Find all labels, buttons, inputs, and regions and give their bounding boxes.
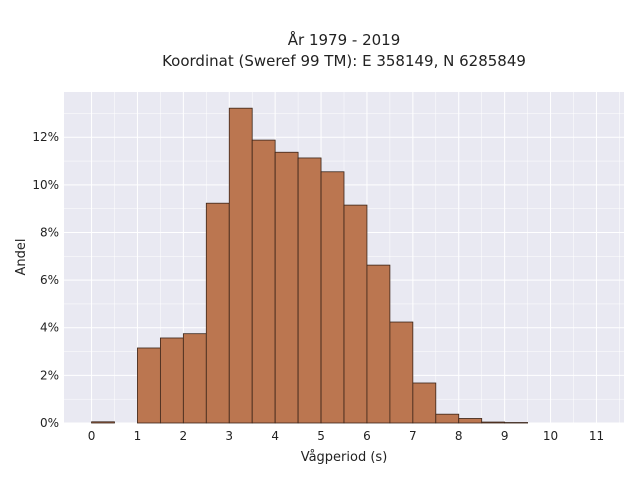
x-axis-label: Vågperiod (s) xyxy=(301,450,388,465)
y-tick-label-1: 2% xyxy=(40,368,59,382)
x-tick-label-2: 2 xyxy=(180,429,188,443)
bar-1 xyxy=(137,347,161,424)
bars xyxy=(91,107,529,424)
y-tick-label-0: 0% xyxy=(40,416,59,430)
bar-11 xyxy=(366,264,391,424)
x-tick-label-0: 0 xyxy=(88,429,96,443)
bar-16 xyxy=(481,421,506,424)
y-tick-label-4: 8% xyxy=(40,225,59,239)
bar-17 xyxy=(504,422,529,424)
y-tick-label-2: 4% xyxy=(40,321,59,335)
bar-13 xyxy=(412,382,437,424)
x-tick-label-8: 8 xyxy=(455,429,463,443)
chart-title-line2: Koordinat (Sweref 99 TM): E 358149, N 62… xyxy=(162,52,526,70)
bar-0 xyxy=(91,421,115,424)
y-tick-label-3: 6% xyxy=(40,273,59,287)
bar-2 xyxy=(159,337,184,424)
bar-6 xyxy=(251,139,276,424)
y-tick-label-6: 12% xyxy=(32,130,59,144)
bar-10 xyxy=(343,204,368,424)
chart-title-line1: År 1979 - 2019 xyxy=(288,30,401,49)
x-tick-label-5: 5 xyxy=(317,429,325,443)
x-tick-label-3: 3 xyxy=(225,429,233,443)
x-tick-label-1: 1 xyxy=(134,429,142,443)
x-tick-label-11: 11 xyxy=(589,429,604,443)
y-tick-label-5: 10% xyxy=(32,178,59,192)
bar-8 xyxy=(297,157,322,424)
bar-12 xyxy=(389,321,414,424)
bar-4 xyxy=(205,202,230,424)
bar-9 xyxy=(320,171,345,424)
x-tick-label-9: 9 xyxy=(501,429,509,443)
bar-3 xyxy=(182,333,207,424)
x-tick-label-6: 6 xyxy=(363,429,371,443)
bar-7 xyxy=(274,151,299,424)
y-axis-ticks: 0% 2% 4% 6% 8% 10% 12% xyxy=(32,130,59,430)
x-tick-label-4: 4 xyxy=(271,429,279,443)
y-axis-label: Andel xyxy=(14,239,29,276)
x-axis-ticks: 0 1 2 3 4 5 6 7 8 9 10 11 xyxy=(88,429,604,443)
bar-5 xyxy=(228,107,253,424)
bar-14 xyxy=(435,413,460,424)
x-tick-label-10: 10 xyxy=(543,429,558,443)
x-tick-label-7: 7 xyxy=(409,429,417,443)
bar-15 xyxy=(458,418,483,424)
